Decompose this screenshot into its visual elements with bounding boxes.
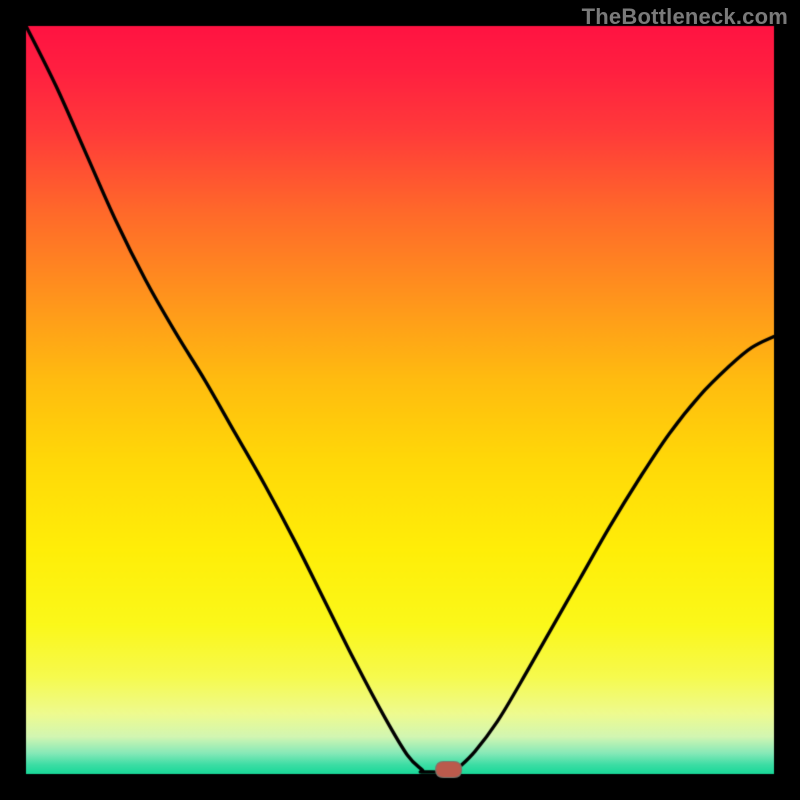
bottleneck-v-curve-chart	[0, 0, 800, 800]
chart-stage: TheBottleneck.com	[0, 0, 800, 800]
watermark-text: TheBottleneck.com	[582, 4, 788, 30]
